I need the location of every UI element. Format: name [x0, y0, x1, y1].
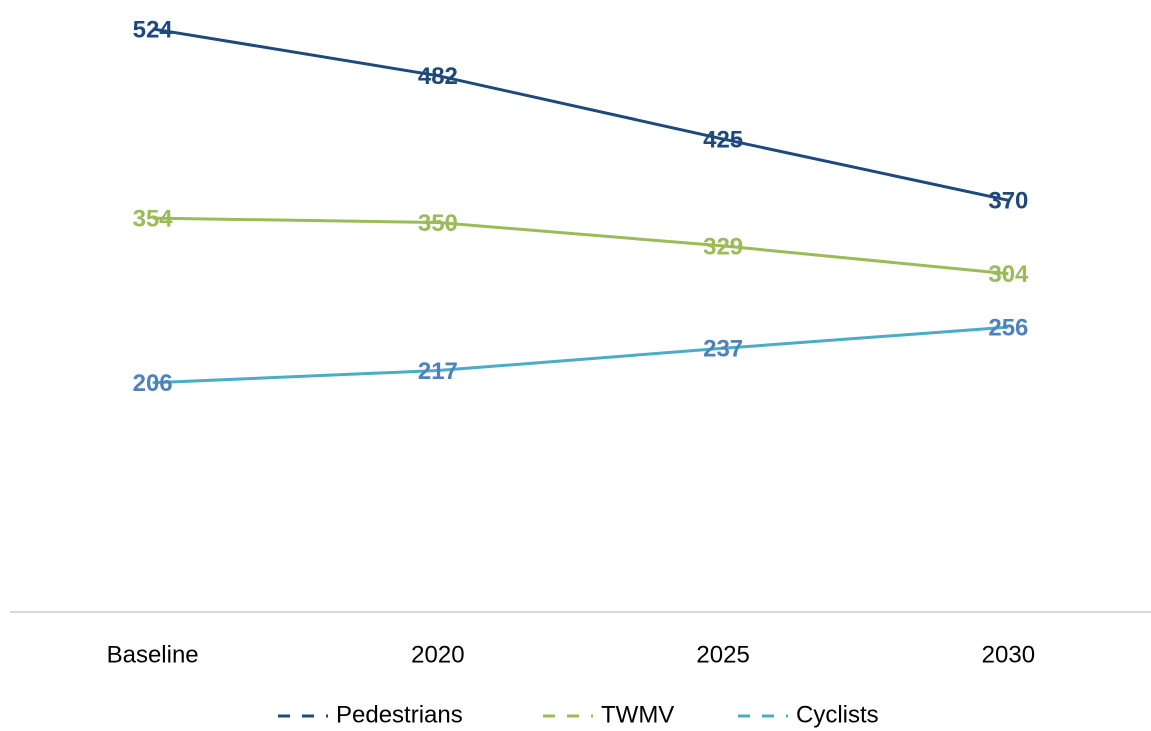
series-line: [152, 325, 1009, 385]
value-label: 350: [418, 210, 458, 237]
legend-label: Cyclists: [796, 701, 879, 728]
value-label: 354: [133, 205, 174, 232]
value-label: 304: [988, 261, 1029, 288]
value-label: 217: [418, 358, 458, 385]
value-label: 425: [703, 126, 743, 153]
x-tick-label: 2030: [982, 641, 1035, 668]
x-tick-label: 2025: [696, 641, 749, 668]
x-tick-label: Baseline: [107, 641, 199, 668]
value-label: 482: [418, 63, 458, 90]
legend-label: TWMV: [601, 701, 674, 728]
value-label: 370: [988, 188, 1028, 215]
series-line: [152, 27, 1009, 202]
value-label: 329: [703, 233, 743, 260]
value-label: 256: [988, 314, 1028, 341]
x-tick-label: 2020: [411, 641, 464, 668]
legend-label: Pedestrians: [336, 701, 463, 728]
series-line: [152, 216, 1009, 276]
value-label: 237: [703, 336, 743, 363]
value-label: 524: [133, 16, 174, 43]
value-label: 206: [133, 370, 173, 397]
